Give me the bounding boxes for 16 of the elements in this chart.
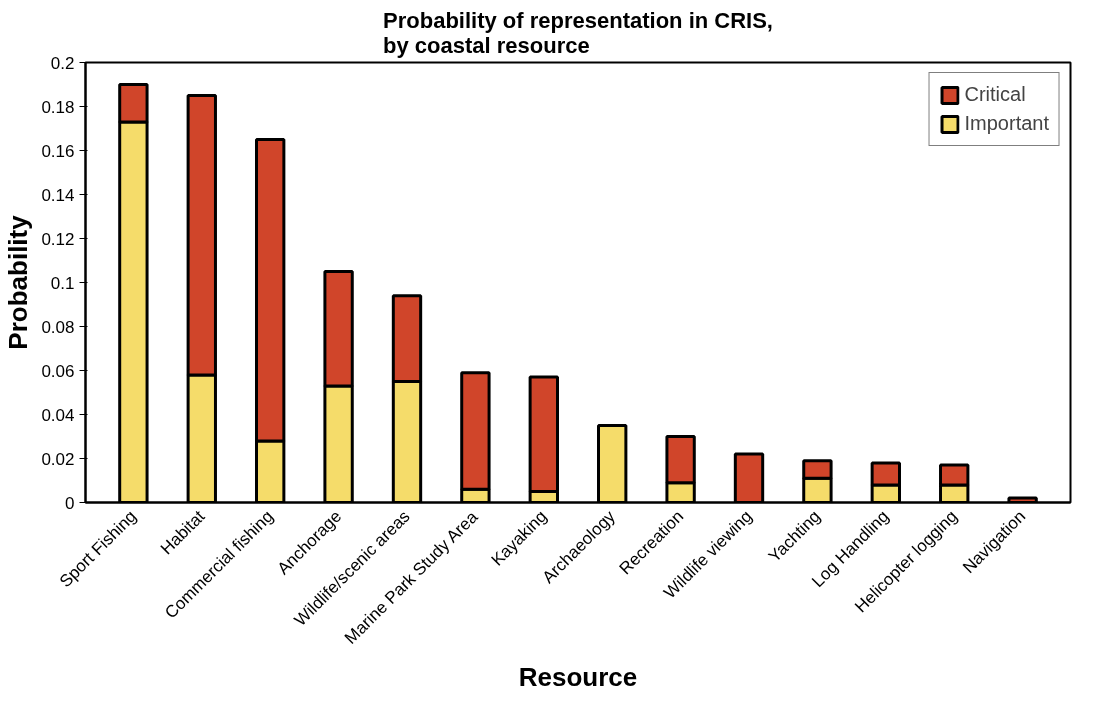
y-tick-label: 0.16 xyxy=(41,141,75,161)
y-tick-label: 0.14 xyxy=(41,185,75,205)
y-tick-label: 0 xyxy=(65,493,75,513)
chart-title: Probability of representation in CRIS, by coastal resource xyxy=(383,7,773,58)
legend-label: Important xyxy=(964,112,1049,135)
y-tick-label: 0.1 xyxy=(50,273,75,293)
y-tick-label: 0.04 xyxy=(41,405,75,425)
legend-label: Critical xyxy=(964,83,1026,106)
y-tick-label: 0.12 xyxy=(41,229,75,249)
y-tick-label: 0.02 xyxy=(41,449,75,469)
y-tick-label: 0.06 xyxy=(41,361,75,381)
y-axis-title: Probability xyxy=(3,214,34,350)
y-tick-label: 0.18 xyxy=(41,97,75,117)
y-tick-label: 0.08 xyxy=(41,317,75,337)
x-axis-title: Resource xyxy=(518,662,638,693)
y-tick-label: 0.2 xyxy=(50,53,75,73)
